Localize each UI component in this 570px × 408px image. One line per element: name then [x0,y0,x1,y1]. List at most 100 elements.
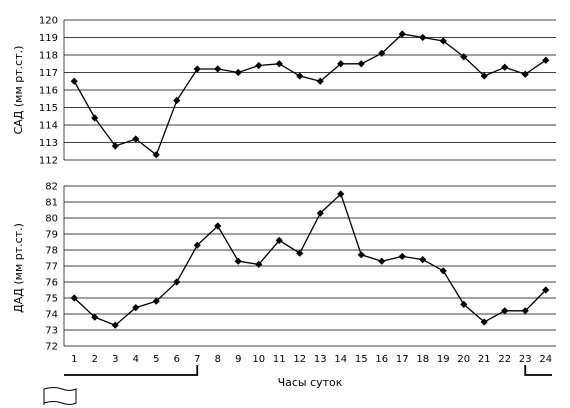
y-tick-label: 113 [39,138,58,149]
y-axis-title-dad: ДАД (мм рт.ст.) [12,223,25,313]
y-tick-label: 76 [45,278,58,289]
x-tick-label: 19 [437,354,450,365]
data-point [70,77,78,85]
data-point [542,286,550,294]
x-tick-label: 2 [92,354,98,365]
data-point [255,61,263,70]
data-point [480,72,488,80]
data-point [501,63,509,71]
series-line [73,192,547,326]
data-point [173,96,181,105]
data-point [521,307,529,315]
y-tick-label: 80 [45,214,58,225]
data-point [234,68,242,77]
x-tick-label: 4 [133,354,139,365]
y-tick-label: 82 [45,182,58,193]
data-point [316,209,324,217]
data-point [542,56,550,64]
y-tick-label: 78 [45,246,58,257]
y-tick-label: 115 [39,103,58,114]
x-tick-label: 24 [539,354,552,365]
x-tick-label: 10 [252,354,265,365]
x-tick-label: 13 [314,354,327,365]
data-point [275,60,283,68]
data-point [193,241,201,249]
data-point [439,267,447,275]
x-tick-label: 12 [293,354,306,365]
data-point [132,304,140,312]
x-tick-label: 15 [355,354,368,365]
x-tick-label: 20 [457,354,470,365]
y-tick-label: 74 [45,310,58,321]
y-tick-label: 114 [39,121,58,132]
data-point [398,252,406,260]
y-tick-label: 112 [39,156,58,167]
y-tick-label: 77 [45,262,58,273]
flag-icon [43,387,77,405]
data-point [460,300,468,308]
y-tick-label: 72 [45,342,58,353]
x-tick-label: 1 [71,354,77,365]
data-point [111,321,119,329]
data-point [357,60,365,68]
data-point [234,257,242,265]
night-bracket-start [64,365,199,376]
data-point [296,72,304,80]
data-point [521,70,529,78]
data-point [255,260,263,268]
data-point [132,135,140,143]
night-brackets [64,365,552,376]
data-point [91,313,99,321]
data-point [111,142,119,150]
y-tick-label: 118 [39,51,58,62]
data-point [419,33,427,42]
data-point [214,222,222,230]
x-tick-label: 3 [112,354,118,365]
data-point [357,251,365,259]
x-tick-label: 14 [334,354,347,365]
data-point [296,249,304,257]
x-tick-label: 6 [174,354,180,365]
x-tick-label: 5 [153,354,159,365]
data-point [378,49,386,57]
data-point [214,65,222,73]
chart-panel-dad: 72 73 74 75 76 77 78 79 80 81 82 [45,182,556,353]
y-tick-label: 116 [39,86,58,97]
x-tick-label: 8 [215,354,221,365]
x-axis-title: Часы суток [278,376,343,389]
y-tick-label: 75 [45,294,58,305]
data-point [316,77,324,85]
y-axis-title-sad: САД (мм рт.ст.) [12,46,25,135]
data-point [337,60,345,68]
y-tick-label: 119 [39,33,58,44]
data-point [70,294,78,302]
x-tick-label: 11 [273,354,286,365]
data-point [419,256,427,264]
x-tick-label: 7 [194,354,200,365]
x-tick-label: 18 [416,354,429,365]
data-point [337,190,345,198]
data-point [193,65,201,73]
x-tick-label: 21 [478,354,491,365]
x-axis-tick-labels: 1 2 3 4 5 6 7 8 9 10 11 12 13 14 15 16 17 18 19 20 21 22 23 24 [71,354,552,365]
data-point [501,307,509,315]
data-point [173,278,181,286]
y-tick-label: 120 [39,16,58,27]
y-tick-label: 81 [45,198,58,209]
data-point [460,53,468,61]
y-tick-label: 117 [39,68,58,79]
x-tick-label: 23 [519,354,532,365]
data-point [275,236,283,244]
x-tick-label: 22 [498,354,511,365]
data-point [398,30,406,38]
y-tick-label: 73 [45,326,58,337]
chart-panel-sad: 112 113 114 115 116 117 118 119 120 [39,16,556,167]
data-point [480,318,488,326]
data-point [91,114,99,122]
y-tick-label: 79 [45,230,58,241]
x-tick-label: 16 [375,354,388,365]
data-point [439,37,447,45]
night-bracket-end [524,365,552,376]
x-tick-label: 17 [396,354,409,365]
data-point [152,297,160,305]
